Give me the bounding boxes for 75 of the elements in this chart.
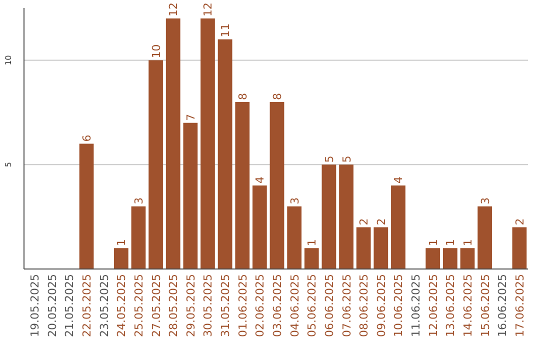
data-label: 3: [478, 197, 492, 204]
x-tick-label: 21.05.2025: [63, 274, 76, 337]
x-tick-label: 05.06.2025: [306, 274, 319, 337]
data-label: 12: [202, 2, 215, 16]
bar: [114, 248, 128, 269]
data-label: 1: [306, 239, 319, 246]
x-tick-label: 29.05.2025: [184, 274, 198, 337]
x-tick-label: 20.05.2025: [46, 274, 59, 337]
bar: [374, 227, 388, 269]
bar: [148, 60, 163, 269]
x-tick-label: 08.06.2025: [358, 274, 371, 337]
data-label: 4: [254, 176, 267, 184]
data-label: 1: [444, 239, 458, 246]
bar: [287, 206, 302, 269]
data-label: 3: [132, 197, 146, 204]
bar: [322, 164, 336, 269]
bar: [304, 248, 319, 269]
data-label: 1: [426, 239, 440, 246]
data-label: 8: [271, 92, 284, 100]
x-tick-label: 03.06.2025: [271, 274, 284, 337]
data-label: 8: [236, 92, 250, 100]
bar: [478, 206, 492, 269]
data-label: 2: [513, 218, 526, 226]
x-tick-label: 04.06.2025: [288, 274, 302, 337]
x-tick-label: 23.05.2025: [98, 274, 111, 337]
x-tick-label: 10.06.2025: [392, 274, 406, 337]
bar: [460, 248, 475, 269]
data-label: 5: [340, 156, 354, 163]
data-label: 4: [392, 176, 406, 184]
x-tick-label: 12.06.2025: [426, 274, 440, 337]
bar: [183, 122, 198, 269]
bar: [79, 144, 94, 269]
bar: [166, 18, 180, 269]
bar: [391, 185, 406, 269]
bar: [442, 248, 458, 269]
data-label: 2: [358, 218, 371, 226]
x-tick-label: 16.06.2025: [496, 274, 510, 337]
bar: [512, 227, 527, 269]
x-tick-label: 09.06.2025: [374, 274, 388, 337]
data-label: 1: [115, 239, 128, 246]
x-tick-label: 07.06.2025: [340, 274, 354, 337]
x-tick-label: 06.06.2025: [322, 274, 336, 337]
x-tick-label: 17.06.2025: [513, 274, 526, 337]
x-tick-label: 24.05.2025: [115, 274, 128, 337]
x-tick-label: 19.05.2025: [28, 274, 42, 337]
data-label: 3: [288, 197, 302, 204]
bar: [252, 185, 267, 269]
bar: [235, 102, 250, 269]
bar: [356, 227, 371, 269]
x-tick-label: 27.05.2025: [150, 274, 163, 337]
x-tick-label: 15.06.2025: [478, 274, 492, 337]
x-tick-label: 14.06.2025: [461, 274, 474, 337]
x-tick-label: 22.05.2025: [80, 274, 94, 337]
x-tick-label: 13.06.2025: [444, 274, 458, 337]
x-tick-label: 25.05.2025: [132, 274, 146, 337]
x-tick-label: 31.05.2025: [219, 274, 232, 337]
bar: [131, 206, 146, 269]
x-tick-label: 11.06.2025: [410, 274, 423, 337]
x-tick-label: 01.06.2025: [236, 274, 250, 337]
x-tick-label: 30.05.2025: [202, 274, 215, 337]
data-label: 1: [461, 239, 474, 246]
bar: [218, 39, 232, 269]
x-tick-label: 28.05.2025: [167, 274, 180, 337]
data-label: 6: [80, 134, 94, 142]
data-label: 12: [167, 2, 180, 16]
data-label: 10: [150, 44, 163, 58]
data-label: 2: [374, 218, 388, 226]
data-label: 5: [322, 156, 336, 163]
bar: [200, 18, 215, 269]
data-label: 7: [184, 114, 198, 121]
x-tick-label: 02.06.2025: [254, 274, 267, 337]
data-label: 11: [219, 23, 232, 38]
bar: [426, 248, 440, 269]
bar: [270, 102, 284, 269]
bar: [339, 164, 354, 269]
